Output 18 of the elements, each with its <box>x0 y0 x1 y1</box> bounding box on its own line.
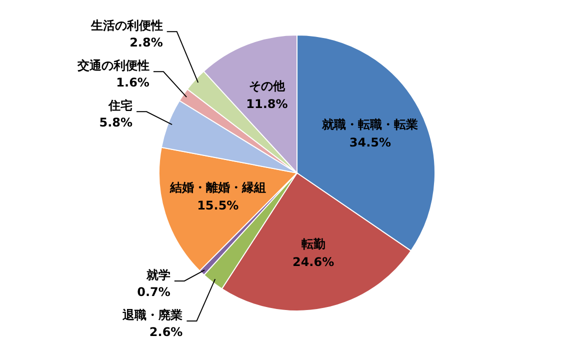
data-label: 5.8% <box>99 116 133 130</box>
slice-label: 転勤 <box>301 237 326 252</box>
slice-label: 住宅 <box>108 98 133 113</box>
slice-label: 就職・転職・転業 <box>321 117 418 132</box>
data-label: 0.7% <box>137 284 170 299</box>
data-label: 2.8% <box>130 36 163 50</box>
data-label: 24.6% <box>292 255 334 270</box>
data-label: 15.5% <box>197 198 239 212</box>
slice-label: 結婚・離婚・縁組 <box>168 180 266 194</box>
data-label: 2.6% <box>149 324 183 339</box>
data-label: 11.8% <box>246 96 288 111</box>
slice-label: 就学 <box>145 268 170 282</box>
slice-label: 交通の利便性 <box>76 58 150 73</box>
slice-label: 退職・廃業 <box>122 308 183 322</box>
slice-label: 生活の利便性 <box>90 18 163 33</box>
data-label: 1.6% <box>116 76 150 90</box>
data-label: 34.5% <box>349 135 392 150</box>
slice-label: その他 <box>248 78 286 93</box>
